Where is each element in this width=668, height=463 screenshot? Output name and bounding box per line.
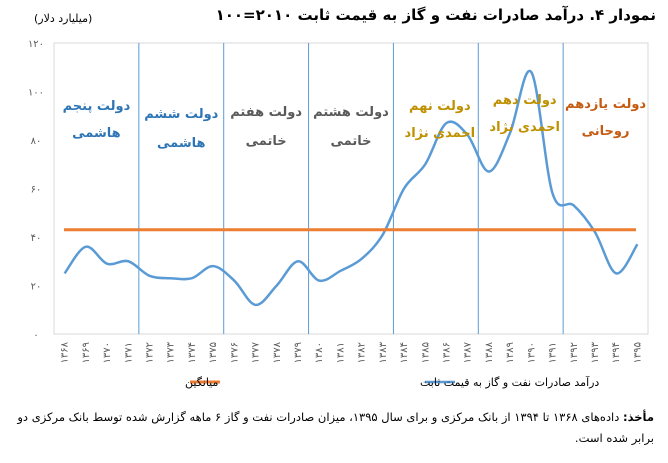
x-tick-label: ۱۳۹۱ (548, 342, 559, 363)
government-label: دولت ششم (144, 107, 218, 122)
x-tick-label: ۱۳۷۴ (187, 342, 198, 363)
government-label: دولت هفتم (230, 105, 302, 120)
x-tick-label: ۱۳۷۶ (229, 342, 240, 363)
legend-label-average: میانگین (185, 376, 219, 389)
x-tick-label: ۱۳۹۳ (590, 341, 601, 363)
x-tick-label: ۱۳۸۵ (420, 342, 431, 363)
government-label: هاشمی (157, 136, 206, 151)
government-label: دولت دهم (493, 93, 557, 108)
x-tick-label: ۱۳۷۱ (123, 342, 134, 363)
x-tick-label: ۱۳۸۲ (357, 342, 368, 363)
x-tick-label: ۱۳۹۴ (611, 342, 622, 363)
y-axis-unit: (میلیارد دلار) (34, 12, 93, 25)
x-tick-label: ۱۳۹۰ (526, 342, 537, 363)
government-label: احمدی نژاد (489, 120, 560, 135)
x-tick-label: ۱۳۷۲ (144, 342, 155, 363)
y-tick-label: ۴۰ (31, 233, 42, 244)
government-label: دولت پنجم (63, 99, 131, 114)
x-tick-label: ۱۳۹۲ (569, 342, 580, 363)
government-label: هاشمی (72, 126, 121, 141)
government-label: احمدی نژاد (405, 126, 476, 141)
x-tick-label: ۱۳۶۹ (81, 342, 92, 363)
y-tick-label: ۰ (33, 330, 38, 341)
x-tick-label: ۱۳۸۷ (463, 341, 474, 363)
source-note: مأخذ: داده‌های ۱۳۶۸ تا ۱۳۹۴ از بانک مرکز… (10, 407, 654, 449)
government-label: خاتمی (246, 134, 287, 149)
plot-frame (53, 42, 649, 335)
source-text: داده‌های ۱۳۶۸ تا ۱۳۹۴ از بانک مرکزی و بر… (17, 410, 654, 445)
government-label: دولت یازدهم (565, 97, 646, 112)
chart-title: نمودار ۴. درآمد صادرات نفت و گاز به قیمت… (215, 6, 656, 24)
government-label: خاتمی (331, 134, 372, 149)
government-label: دولت هشتم (313, 105, 389, 120)
line-chart: ۰ ۲۰ ۴۰ ۶۰ ۸۰ ۱۰۰ ۱۲۰ ۱۳۶۸ ۱۳۶۹ ۱۳۷۰ ۱۳۷۱ ۱۳۷۲ ۱۳۷۳ ۱… (28, 39, 649, 389)
x-tick-label: ۱۳۷۷ (251, 341, 262, 363)
y-tick-label: ۱۲۰ (28, 39, 44, 50)
y-tick-label: ۶۰ (31, 185, 42, 196)
y-tick-label: ۲۰ (31, 282, 42, 293)
legend-label-export-revenue: درآمد صادرات نفت و گاز به قیمت ثابت (420, 375, 599, 389)
x-tick-label: ۱۳۸۸ (484, 341, 495, 363)
government-label: روحانی (582, 124, 630, 139)
series-line-export-revenue (63, 69, 639, 307)
x-tick-label: ۱۳۷۵ (208, 342, 219, 363)
x-tick-label: ۱۳۷۳ (166, 341, 177, 363)
y-tick-label: ۸۰ (31, 136, 42, 147)
y-tick-label: ۱۰۰ (28, 88, 44, 99)
x-tick-label: ۱۳۸۱ (335, 342, 346, 363)
x-tick-label: ۱۳۷۸ (272, 341, 283, 363)
x-tick-label: ۱۳۹۵ (632, 342, 643, 363)
government-label: دولت نهم (409, 99, 471, 114)
x-tick-label: ۱۳۸۴ (399, 342, 410, 363)
x-tick-label: ۱۳۸۹ (505, 342, 516, 363)
source-label: مأخذ: (623, 410, 654, 424)
x-tick-label: ۱۳۸۶ (441, 342, 452, 363)
x-tick-label: ۱۳۷۰ (102, 342, 113, 363)
x-tick-label: ۱۳۸۰ (314, 342, 325, 363)
x-tick-label: ۱۳۷۹ (293, 342, 304, 363)
x-tick-label: ۱۳۶۸ (60, 341, 71, 363)
x-tick-label: ۱۳۸۳ (378, 341, 389, 363)
